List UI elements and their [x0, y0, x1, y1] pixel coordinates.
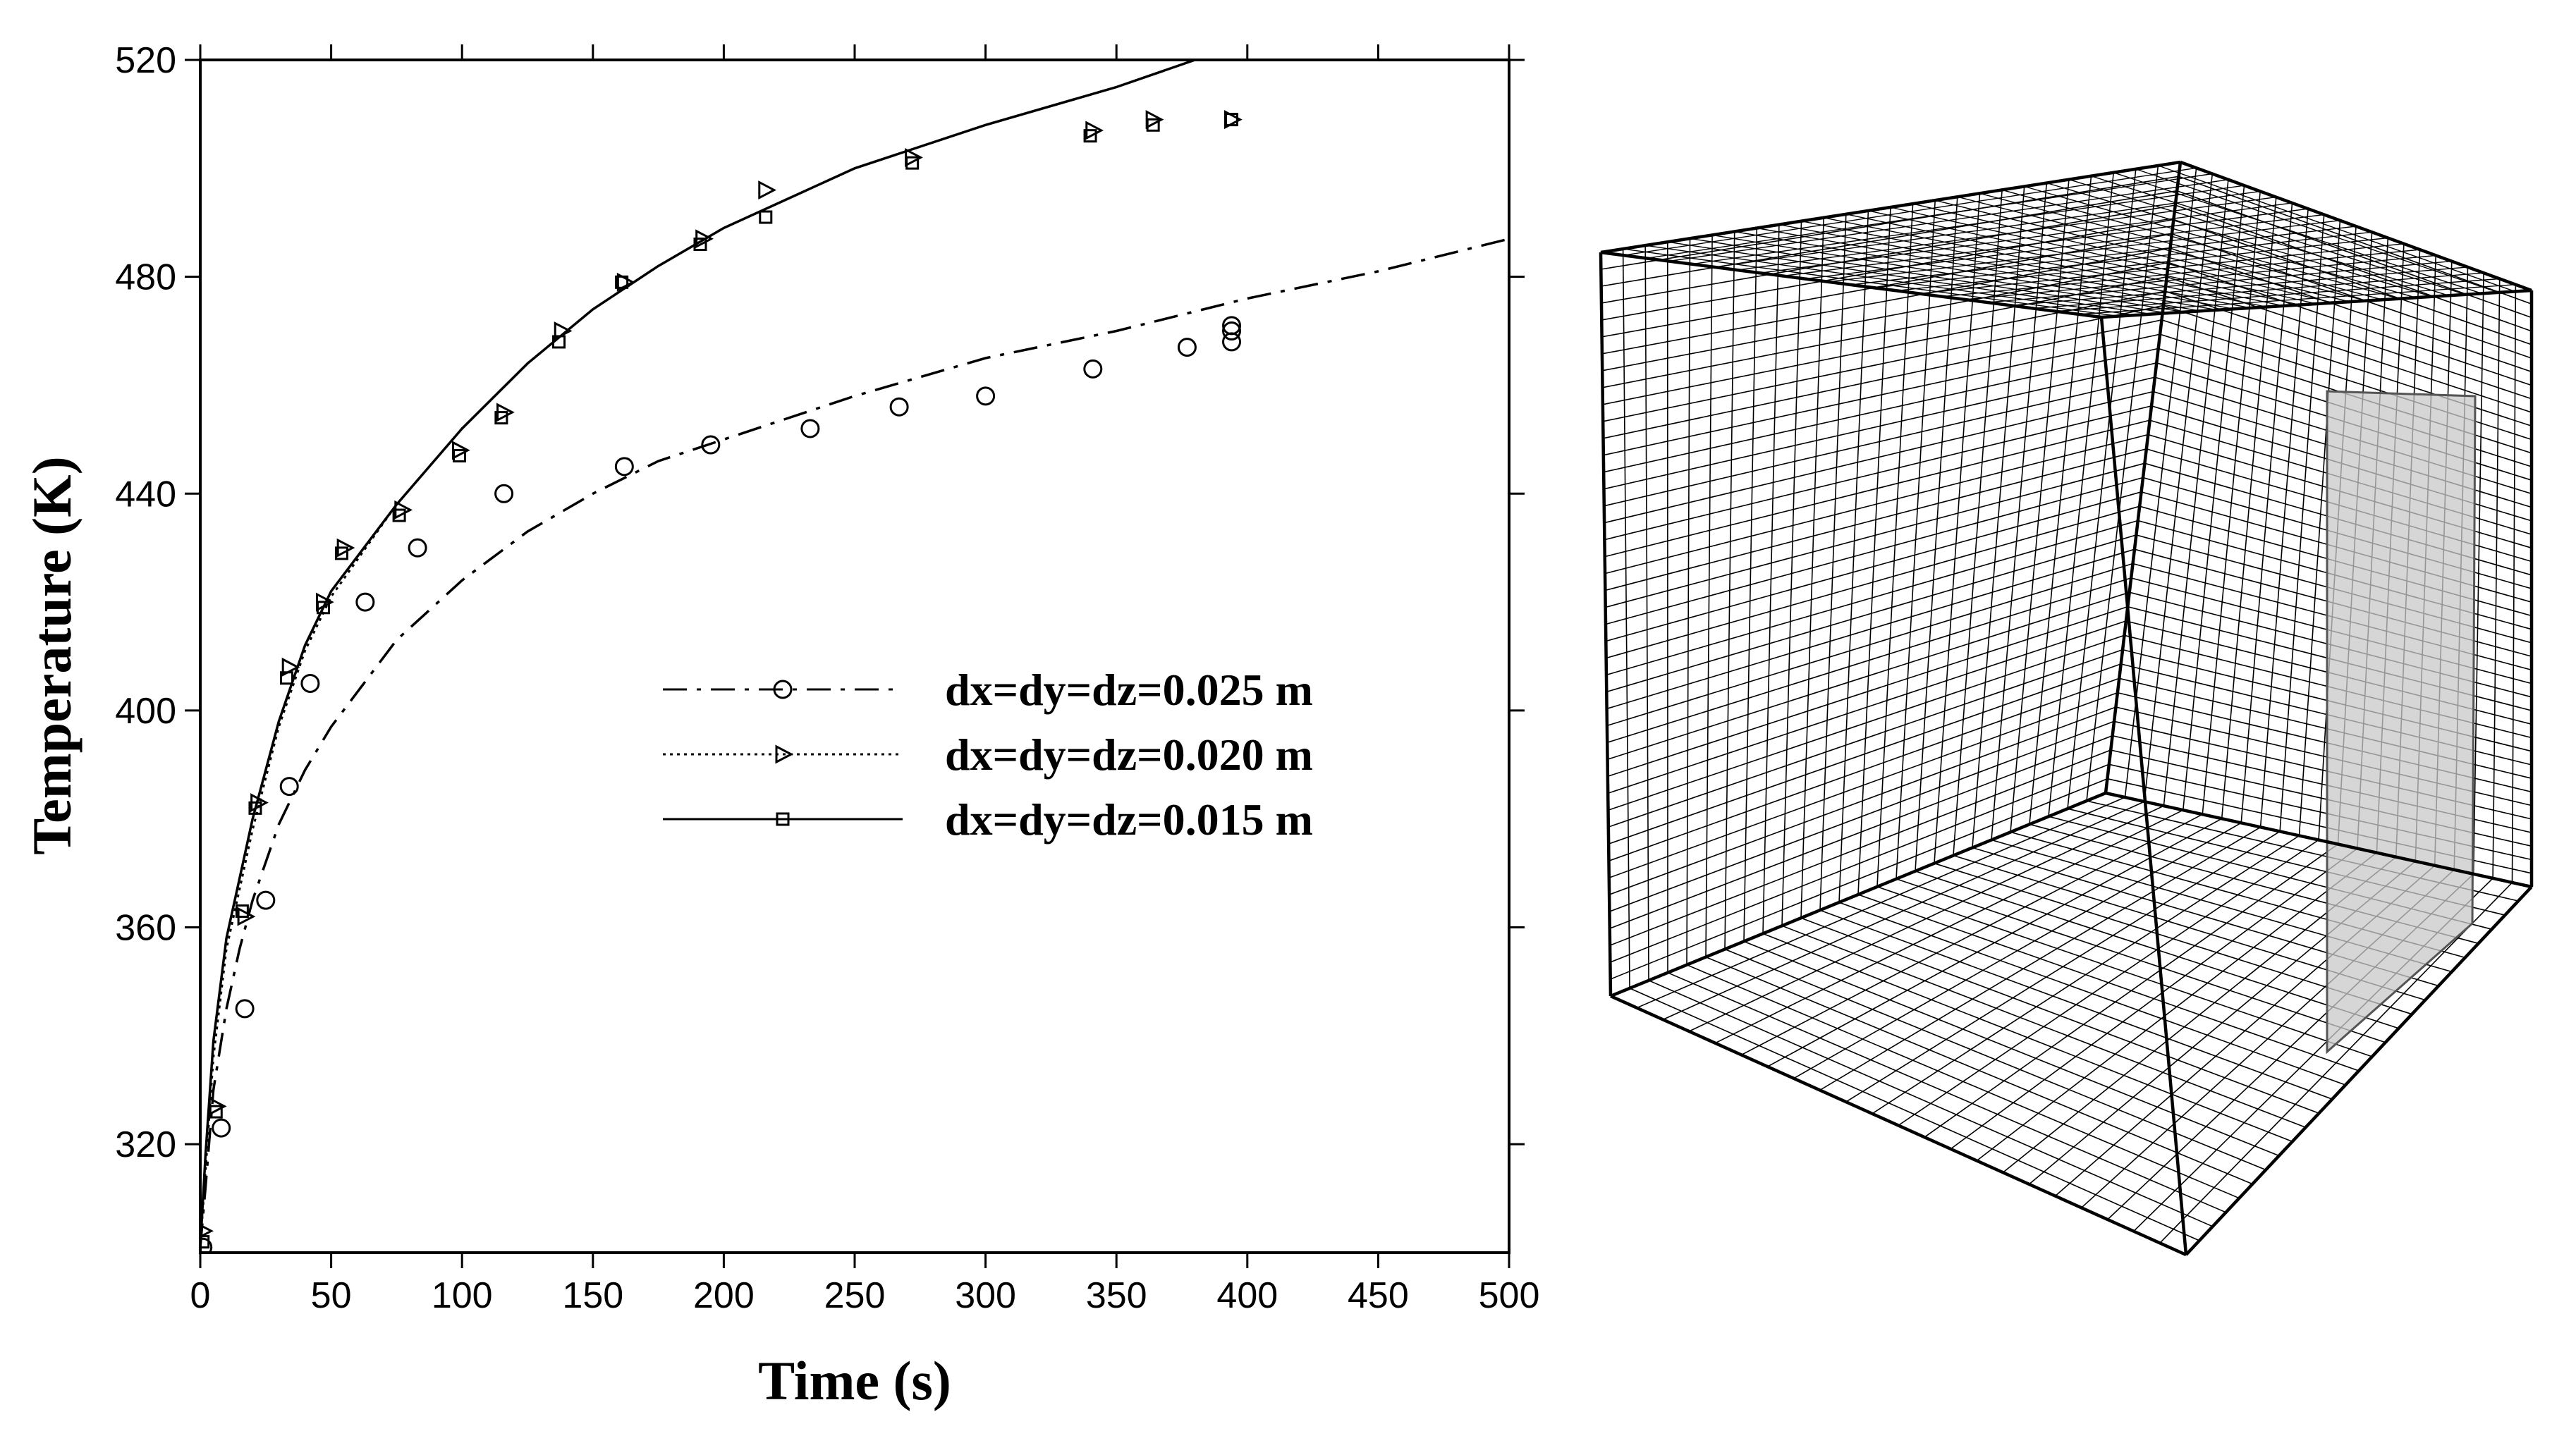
data-point	[300, 673, 320, 693]
data-point	[616, 272, 635, 292]
y-tick-label: 360	[115, 908, 176, 949]
data-point	[235, 904, 249, 918]
legend: dx=dy=dz=0.025 m dx=dy=dz=0.020 m dx=dy=dz…	[663, 665, 1313, 845]
data-point	[759, 210, 773, 224]
data-point	[693, 237, 707, 251]
x-tick-label: 450	[1348, 1275, 1409, 1316]
y-tick-label: 480	[115, 257, 176, 298]
data-point	[200, 1224, 214, 1239]
legend-label: dx=dy=dz=0.025 m	[945, 665, 1313, 715]
data-point	[976, 386, 996, 406]
data-point	[1225, 113, 1239, 127]
box-edge	[2105, 791, 2532, 889]
data-point	[200, 1237, 213, 1253]
data-point	[279, 777, 299, 797]
partition-panel	[2326, 390, 2477, 1055]
data-point	[1146, 118, 1160, 132]
legend-marker	[773, 680, 793, 699]
legend-label: dx=dy=dz=0.020 m	[945, 730, 1313, 780]
legend-marker	[775, 744, 794, 764]
box-edge	[2185, 885, 2533, 1256]
series-line	[200, 238, 1509, 1248]
x-tick-label: 350	[1086, 1275, 1147, 1316]
x-tick-label: 0	[190, 1275, 211, 1316]
box-edge	[1599, 252, 1613, 997]
data-point	[235, 999, 255, 1019]
data-point	[256, 890, 276, 910]
data-point	[279, 671, 293, 685]
data-point	[200, 1235, 210, 1249]
data-point	[758, 180, 777, 200]
data-point	[494, 411, 508, 425]
y-ticks: 320 360 400 440 480 520	[115, 40, 1525, 1165]
box-edge	[2180, 160, 2532, 293]
x-tick-label: 500	[1479, 1275, 1540, 1316]
x-axis-title: Time (s)	[758, 1350, 951, 1411]
x-tick-label: 50	[311, 1275, 352, 1316]
box-edge	[1610, 994, 2187, 1257]
y-axis-title: Temperature (K)	[21, 456, 83, 854]
y-tick-label: 400	[115, 691, 176, 732]
x-tick-label: 200	[693, 1275, 755, 1316]
data-point	[701, 435, 721, 455]
box-edge	[1610, 791, 2106, 998]
data-point	[334, 546, 348, 560]
data-point	[905, 156, 920, 170]
box-edge	[1600, 160, 2181, 254]
data-point	[248, 801, 262, 815]
legend-label: dx=dy=dz=0.015 m	[945, 794, 1313, 845]
data-point	[281, 657, 300, 677]
x-tick-label: 100	[432, 1275, 493, 1316]
x-tick-label: 250	[824, 1275, 886, 1316]
data-point	[408, 538, 427, 558]
y-tick-label: 320	[115, 1124, 176, 1165]
data-point	[392, 508, 406, 522]
x-tick-label: 150	[562, 1275, 623, 1316]
data-point	[552, 335, 566, 349]
series-3	[200, 60, 1239, 1249]
legend-marker	[776, 812, 790, 826]
data-point	[1222, 321, 1242, 341]
data-point	[1083, 129, 1097, 143]
y-tick-label: 520	[115, 40, 176, 81]
data-point	[614, 457, 634, 477]
data-point	[212, 1118, 231, 1138]
box-edge	[1600, 250, 2102, 319]
x-tick-label: 400	[1216, 1275, 1278, 1316]
y-tick-label: 440	[115, 474, 176, 515]
box-edge	[2099, 317, 2188, 1255]
temperature-chart: 0 50 100 150 200 250 300 350 400 450 500 320 360 400…	[21, 40, 1539, 1411]
data-point	[889, 397, 909, 417]
data-point	[1083, 359, 1103, 379]
data-point	[209, 1105, 223, 1119]
data-point	[1177, 338, 1197, 357]
data-point	[316, 601, 330, 615]
x-ticks: 0 50 100 150 200 250 300 350 400 450 500	[190, 44, 1540, 1316]
box-edge	[2104, 161, 2183, 794]
box-edge	[2101, 288, 2532, 319]
data-point	[355, 592, 375, 612]
data-point	[615, 275, 629, 289]
data-point	[494, 484, 514, 503]
data-point	[1222, 316, 1242, 336]
series-1	[200, 238, 1509, 1253]
data-point	[800, 419, 820, 438]
mesh-3d-view	[1599, 160, 2534, 1257]
data-point	[452, 448, 466, 462]
series-line	[200, 60, 1196, 1248]
x-tick-label: 300	[955, 1275, 1016, 1316]
series-layer	[200, 60, 1509, 1253]
